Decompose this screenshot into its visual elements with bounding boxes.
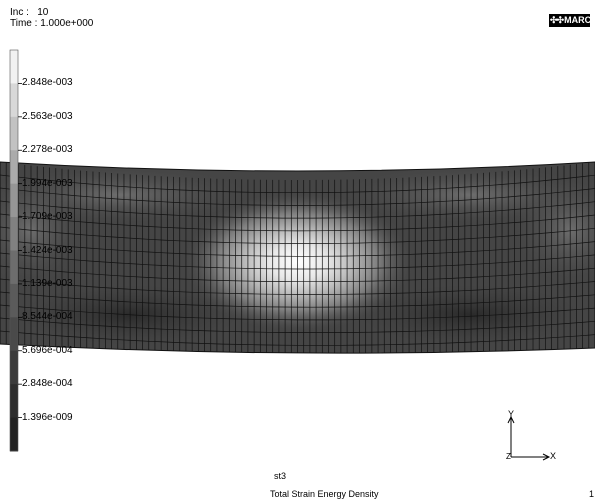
- legend-swatch: [10, 250, 18, 285]
- legend-swatch: [10, 317, 18, 352]
- mesh-row-line: [0, 200, 595, 219]
- legend-swatch: [10, 384, 18, 419]
- legend-label: 1.709e-003: [22, 211, 73, 223]
- mesh-grid: [0, 162, 595, 354]
- mesh-row-line: [0, 278, 595, 295]
- legend-label: 1.139e-003: [22, 277, 73, 289]
- legend-label: 8.544e-004: [22, 311, 73, 323]
- legend-swatch: [10, 183, 18, 218]
- y-axis-label: Y: [508, 409, 515, 419]
- legend-label: 1.424e-003: [22, 244, 73, 256]
- mesh-row-line: [0, 174, 595, 194]
- result-name: Total Strain Energy Density: [270, 489, 379, 499]
- x-axis-arrow: [542, 453, 551, 461]
- inc-value: 10: [37, 7, 49, 18]
- legend-swatch: [10, 350, 18, 385]
- mesh-row-line: [0, 239, 595, 257]
- legend-swatch: [10, 417, 18, 452]
- legend-swatch: [10, 283, 18, 318]
- page-number: 1: [589, 489, 595, 499]
- mesh-row-line: [0, 265, 595, 283]
- legend-label: 1.994e-003: [22, 177, 73, 189]
- legend-swatch: [10, 50, 18, 84]
- legend-label: 1.396e-009: [22, 411, 73, 423]
- legend-label: 2.563e-003: [22, 110, 73, 122]
- increment-readout: Inc : 10: [10, 7, 48, 18]
- legend-label: 2.848e-004: [22, 378, 73, 390]
- z-axis-label: Z: [506, 452, 511, 461]
- x-axis-label: X: [550, 451, 557, 461]
- marc-logo: ✣✣ MARC: [549, 14, 592, 27]
- time-readout: Time : 1.000e+000: [10, 18, 93, 29]
- mesh-row-line: [0, 304, 595, 321]
- mesh-row-line: [0, 317, 595, 333]
- legend-colorbar: [9, 49, 22, 452]
- legend-swatch: [10, 116, 18, 151]
- mesh-row-line: [0, 187, 595, 206]
- marc-logo-icon: ✣✣: [550, 15, 564, 25]
- legend-label: 2.278e-003: [22, 144, 73, 156]
- mesh-row-line: [0, 291, 595, 308]
- legend-swatch: [10, 217, 18, 251]
- mesh-row-line: [0, 213, 595, 232]
- mesh-row-line: [0, 252, 595, 270]
- axis-triad: [507, 415, 551, 461]
- y-axis-arrow: [507, 415, 515, 424]
- legend-swatch: [10, 150, 18, 185]
- legend-label: 5.696e-004: [22, 344, 73, 356]
- mesh-row-line: [0, 226, 595, 244]
- inc-label: Inc :: [10, 7, 29, 18]
- marc-logo-text: MARC: [564, 15, 592, 25]
- time-label: Time :: [10, 18, 38, 29]
- mesh-row-line: [0, 330, 595, 346]
- time-value: 1.000e+000: [40, 18, 94, 29]
- center-hotspot: [183, 192, 413, 332]
- legend-swatch: [10, 83, 18, 118]
- deformed-beam: [0, 162, 595, 354]
- legend-label: 2.848e-003: [22, 77, 73, 89]
- model-name: st3: [274, 471, 287, 481]
- beam-outline: [0, 161, 595, 354]
